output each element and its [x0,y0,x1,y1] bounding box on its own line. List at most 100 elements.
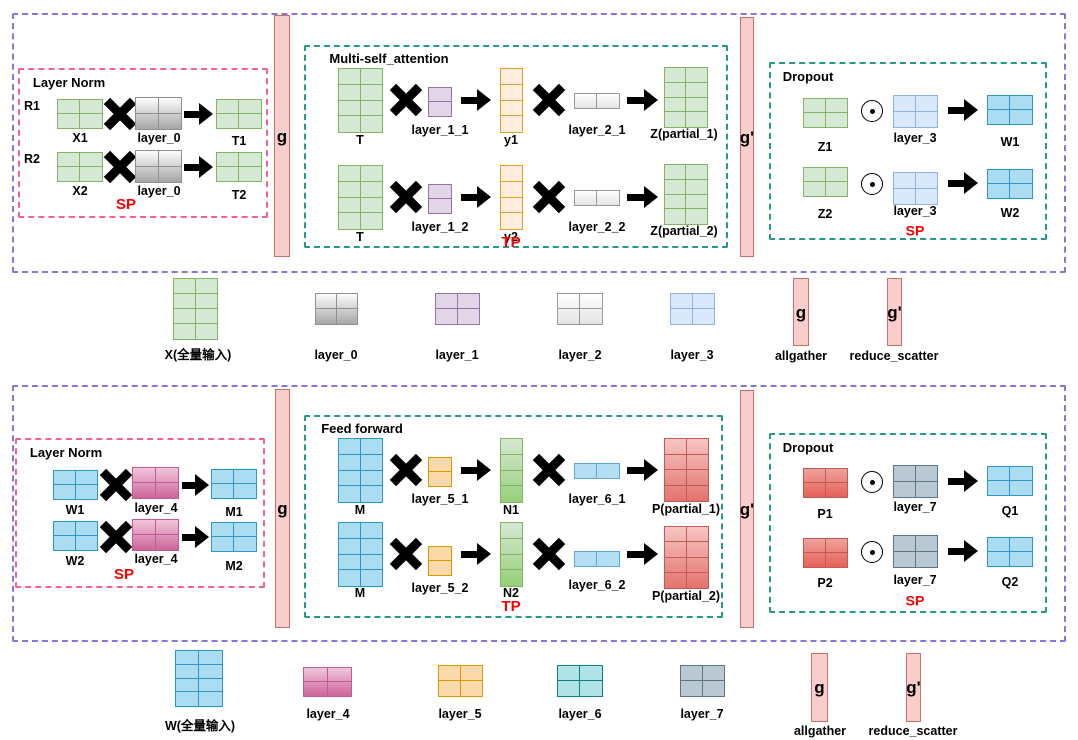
matrix-cell [195,309,217,324]
x2-label: X2 [72,184,88,199]
matrix-cell [339,181,361,198]
n2-matrix [500,522,523,587]
matrix-cell [76,485,98,499]
matrix-cell [501,471,522,487]
layer3-label-row1: layer_3 [893,131,937,146]
matrix-cell [133,535,156,550]
times-icon [391,455,421,485]
times-icon [391,182,421,212]
arrow-head [477,543,491,565]
n2-label: N2 [503,586,519,601]
legend-reducescatter-label-top: reduce_scatter [849,349,939,364]
matrix-cell [339,554,361,571]
matrix-cell [825,539,847,553]
matrix-cell [360,85,382,101]
m2-label: M2 [225,559,243,574]
layer7-label-row2: layer_7 [893,573,937,588]
m1-label: M1 [225,505,243,520]
arrow-shaft [948,477,964,485]
matrix-cell [429,185,451,199]
matrix-cell [360,523,382,539]
matrix-cell [360,539,382,555]
arrow-icon [461,459,491,481]
times-icon [391,539,421,569]
matrix-cell [54,522,76,536]
matrix-cell [915,536,937,552]
matrix-cell [580,294,602,309]
arrow-head [964,540,978,562]
matrix-cell [439,681,461,696]
matrix-cell [804,99,826,113]
arrow-shaft [948,106,964,114]
z2-matrix [803,167,848,197]
legend-layer7-matrix [680,665,725,697]
matrix-cell [894,188,916,204]
matrix-cell [337,309,358,324]
matrix-cell [915,173,937,189]
matrix-cell [501,486,522,502]
matrix-cell [75,471,97,485]
legend-layer5-matrix [438,665,483,697]
matrix-cell [239,100,261,114]
matrix-cell [665,165,686,180]
m-label-row1: M [354,503,366,518]
q1-label: Q1 [1001,504,1019,519]
matrix-cell [804,113,826,127]
matrix-cell [501,555,522,571]
matrix-cell [501,69,522,85]
matrix-cell [804,553,826,567]
matrix-cell [894,536,916,552]
m1-matrix [211,469,257,499]
matrix-cell [665,485,687,501]
arrow-icon [627,186,658,208]
matrix-cell [239,167,261,181]
matrix-cell [339,116,361,132]
matrix-cell [988,184,1010,198]
matrix-cell [199,651,222,665]
matrix-cell [686,180,707,195]
matrix-cell [575,191,597,205]
matrix-cell [460,666,482,681]
p2-label: P2 [817,576,833,591]
arrow-icon [948,540,978,562]
matrix-cell [597,94,619,108]
reducescatter-bar-top: g' [740,17,754,257]
matrix-cell [575,464,597,478]
layer4-label-row1: layer_4 [134,501,178,516]
layer4-matrix-row2 [132,519,179,551]
y2-matrix [500,165,523,230]
p2-matrix [803,538,848,568]
matrix-cell [58,167,80,181]
matrix-cell [804,483,826,497]
matrix-cell [76,536,98,550]
times-icon [534,182,564,212]
q2-label: Q2 [1001,575,1019,590]
layer6-1-label: layer_6_1 [568,492,626,507]
matrix-cell [665,470,687,486]
matrix-cell [339,166,361,182]
odot-icon [861,471,883,493]
matrix-cell [360,101,382,117]
m2-matrix [211,522,257,552]
matrix-cell [686,542,708,558]
arrow-shaft [627,96,644,104]
matrix-cell [501,182,522,198]
p-partial1-label: P(partial_1) [651,502,721,517]
t1-matrix [216,99,262,129]
times-icon [534,85,564,115]
matrix-cell [429,88,451,102]
matrix-cell [916,112,938,128]
legend-layer4-label: layer_4 [306,707,350,722]
matrix-cell [429,547,451,561]
matrix-cell [665,439,687,455]
layer6-1-matrix [574,463,620,479]
z2-label: Z2 [817,207,833,222]
matrix-cell [174,279,196,294]
matrix-cell [665,209,686,224]
matrix-cell [894,551,916,567]
dropout-title-bottom: Dropout [782,439,834,455]
matrix-cell [826,113,848,127]
arrow-icon [627,459,658,481]
matrix-cell [54,485,76,499]
times-icon [105,152,135,182]
